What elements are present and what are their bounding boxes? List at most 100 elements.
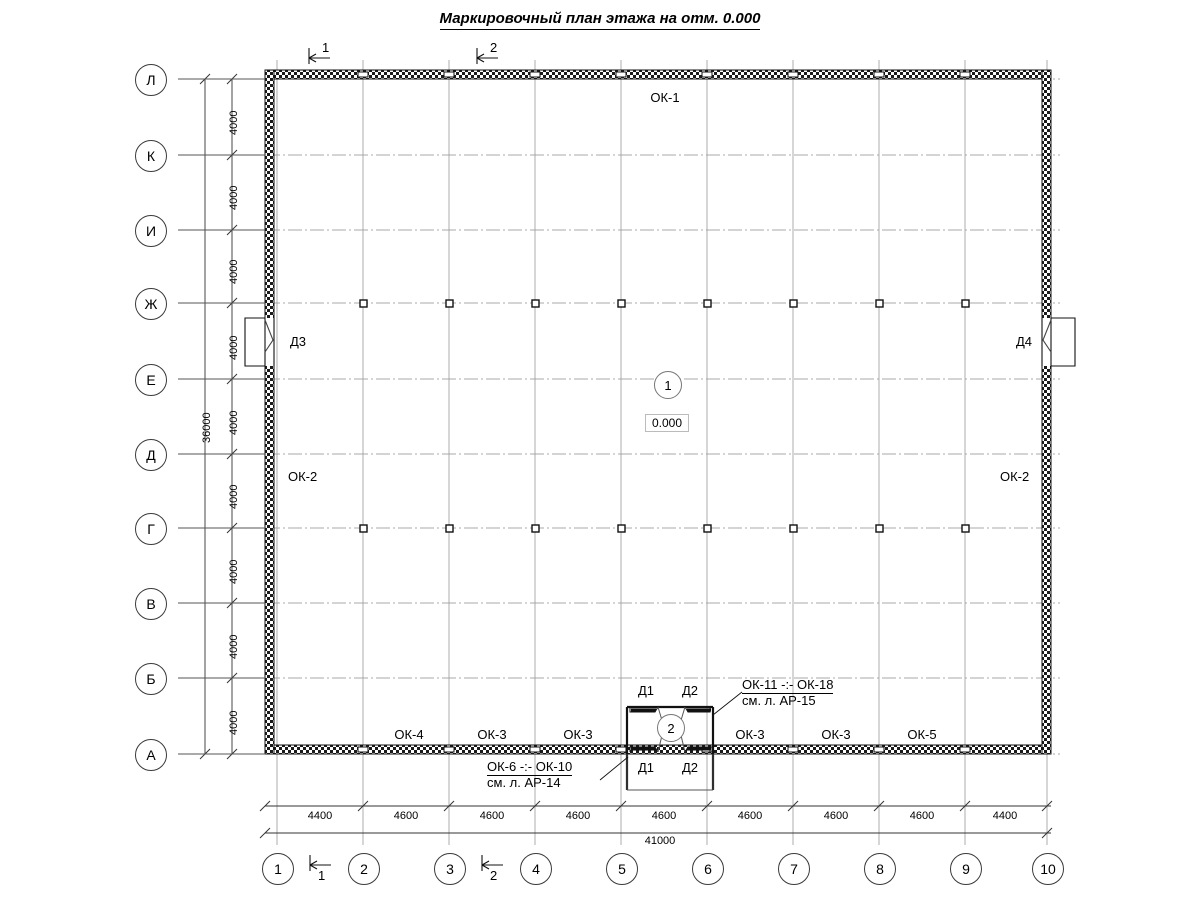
grid-bubble-g[interactable]: Г (135, 513, 167, 545)
wall-mark-ok4: ОК-4 (394, 727, 424, 742)
dimension-lines-bottom (259, 800, 1053, 839)
dimension-lines-left (178, 73, 265, 760)
grid-bubble-l[interactable]: Л (135, 64, 167, 96)
door-label-d3: Д3 (290, 334, 307, 349)
grid-bubble-8[interactable]: 8 (864, 853, 896, 885)
door-d4-alcove (1041, 317, 1076, 367)
wall-mark-ok5: ОК-5 (907, 727, 937, 742)
door-label-d4: Д4 (1016, 334, 1033, 349)
hdim-total: 41000 (644, 835, 676, 847)
grid-lines-horizontal (178, 78, 1060, 755)
grid-bubble-e[interactable]: Е (135, 364, 167, 396)
grid-bubble-i[interactable]: И (135, 215, 167, 247)
hdim-1: 4400 (307, 810, 333, 822)
grid-bubble-zh[interactable]: Ж (135, 288, 167, 320)
section-label-2-bottom: 2 (490, 868, 498, 883)
wall-mark-ok3-b: ОК-3 (563, 727, 593, 742)
callout-leader-lines (599, 691, 743, 781)
grid-bubble-label: В (146, 596, 156, 612)
grid-bubble-d[interactable]: Д (135, 439, 167, 471)
grid-bubble-label: 4 (532, 861, 540, 877)
grid-bubble-4[interactable]: 4 (520, 853, 552, 885)
grid-bubble-label: 2 (360, 861, 368, 877)
interior-columns-row-g (359, 524, 970, 533)
callout-ok6-ok10: ОК-6 -:- ОК-10 см. л. АР-14 (487, 759, 573, 791)
grid-bubble-label: Л (146, 72, 156, 88)
section-label-1-top: 1 (322, 40, 330, 55)
grid-bubble-label: И (145, 223, 157, 239)
hdim-6: 4600 (737, 810, 763, 822)
hdim-4: 4600 (565, 810, 591, 822)
callout-line1: ОК-6 -:- ОК-10 (487, 759, 573, 776)
section-label-2-top: 2 (490, 40, 498, 55)
window-openings-top (357, 71, 971, 78)
grid-bubble-v[interactable]: В (135, 588, 167, 620)
vdim-7: 4000 (228, 559, 240, 584)
door-label-d1-bottom: Д1 (637, 760, 655, 775)
vdim-4: 4000 (228, 335, 240, 360)
grid-bubble-b[interactable]: Б (135, 663, 167, 695)
callout-ok11-ok18: ОК-11 -:- ОК-18 см. л. АР-15 (742, 677, 834, 709)
room-marker-main[interactable]: 1 (654, 371, 682, 399)
grid-bubble-6[interactable]: 6 (692, 853, 724, 885)
grid-bubble-label: Г (147, 521, 155, 537)
grid-bubble-9[interactable]: 9 (950, 853, 982, 885)
door-label-d1-top: Д1 (637, 683, 655, 698)
door-d3-alcove (244, 317, 275, 367)
wall-mark-ok3-c: ОК-3 (735, 727, 765, 742)
wall-mark-ok2-right: ОК-2 (1000, 469, 1030, 484)
grid-bubble-label: А (146, 747, 156, 763)
door-label-d2-bottom: Д2 (681, 760, 699, 775)
grid-bubble-label: 10 (1040, 861, 1056, 877)
vdim-3: 4000 (228, 259, 240, 284)
grid-bubble-label: 3 (446, 861, 454, 877)
elevation-tag: 0.000 (644, 414, 690, 432)
grid-bubble-7[interactable]: 7 (778, 853, 810, 885)
vdim-5: 4000 (228, 410, 240, 435)
room-marker-label: 2 (667, 720, 675, 736)
callout-line1: ОК-11 -:- ОК-18 (742, 677, 834, 694)
section-label-1-bottom: 1 (318, 868, 326, 883)
vdim-1: 4000 (228, 110, 240, 135)
grid-bubble-label: 6 (704, 861, 712, 877)
grid-bubble-3[interactable]: 3 (434, 853, 466, 885)
grid-bubble-label: К (146, 148, 156, 164)
hdim-3: 4600 (479, 810, 505, 822)
hdim-7: 4600 (823, 810, 849, 822)
page-title: Маркировочный план этажа на отм. 0.000 (0, 10, 1200, 30)
callout-line2: см. л. АР-15 (742, 692, 816, 708)
page-title-text: Маркировочный план этажа на отм. 0.000 (439, 10, 761, 30)
building-outer-walls (264, 69, 1052, 755)
grid-bubble-label: 9 (962, 861, 970, 877)
grid-bubble-label: Д (146, 447, 156, 463)
grid-bubble-label: Е (146, 372, 156, 388)
grid-bubble-k[interactable]: К (135, 140, 167, 172)
vdim-6: 4000 (228, 484, 240, 509)
interior-columns-row-zh (359, 299, 970, 308)
grid-bubble-label: 7 (790, 861, 798, 877)
grid-bubble-label: 1 (274, 861, 282, 877)
wall-mark-ok3-a: ОК-3 (477, 727, 507, 742)
grid-bubble-10[interactable]: 10 (1032, 853, 1064, 885)
vdim-9: 4000 (228, 710, 240, 735)
vdim-8: 4000 (228, 634, 240, 659)
grid-bubble-5[interactable]: 5 (606, 853, 638, 885)
room-marker-label: 1 (664, 377, 672, 393)
grid-bubble-label: 5 (618, 861, 626, 877)
grid-bubble-label: Ж (144, 296, 158, 312)
grid-bubble-1[interactable]: 1 (262, 853, 294, 885)
hdim-9: 4400 (992, 810, 1018, 822)
room-marker-vestibule[interactable]: 2 (657, 714, 685, 742)
hdim-2: 4600 (393, 810, 419, 822)
vdim-total: 36000 (201, 412, 213, 443)
door-label-d2-top: Д2 (681, 683, 699, 698)
hdim-8: 4600 (909, 810, 935, 822)
grid-bubble-2[interactable]: 2 (348, 853, 380, 885)
hdim-5: 4600 (651, 810, 677, 822)
grid-bubble-a[interactable]: А (135, 739, 167, 771)
wall-mark-ok2-left: ОК-2 (288, 469, 318, 484)
wall-mark-ok3-d: ОК-3 (821, 727, 851, 742)
grid-bubble-label: Б (146, 671, 156, 687)
